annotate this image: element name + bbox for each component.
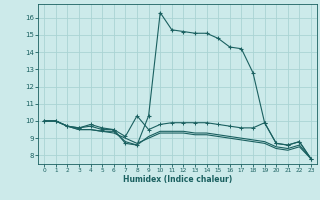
X-axis label: Humidex (Indice chaleur): Humidex (Indice chaleur) <box>123 175 232 184</box>
